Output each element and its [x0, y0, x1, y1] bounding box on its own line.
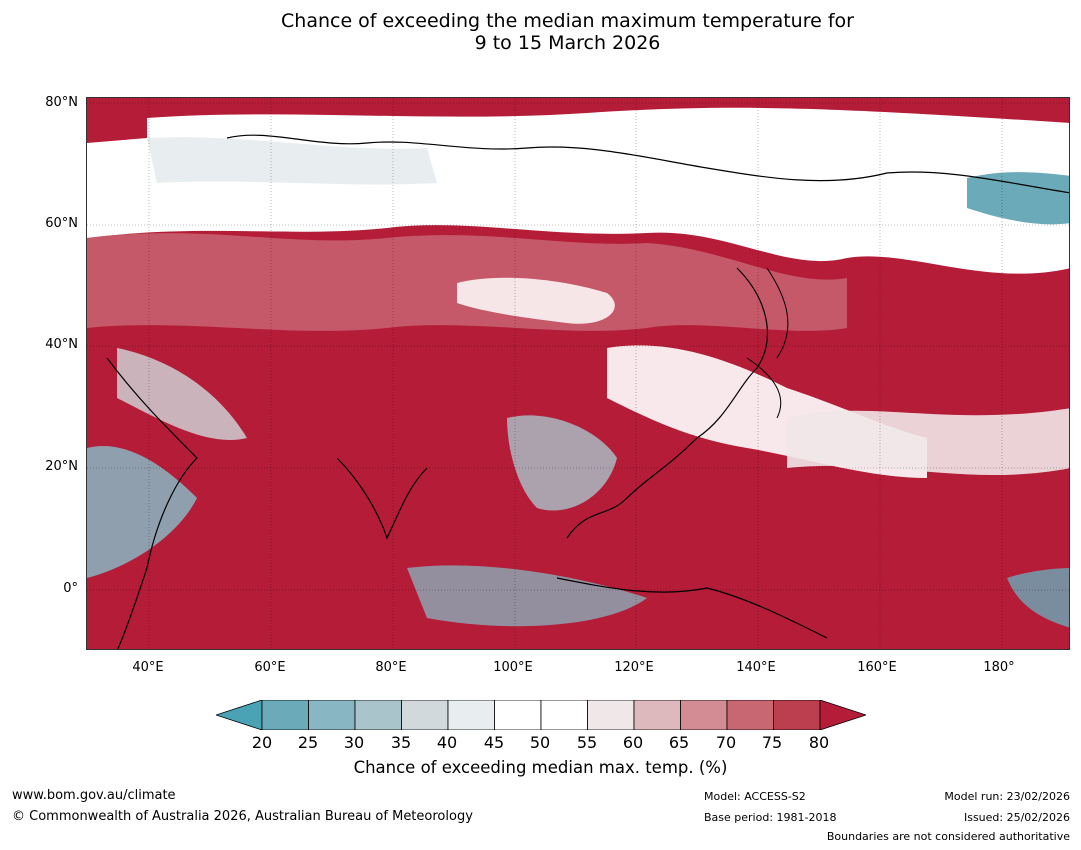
- colorbar-segment: [773, 700, 821, 730]
- scandinavia-warm-zone: [87, 98, 147, 143]
- colorbar-segment: [494, 700, 542, 730]
- colorbar-tick-45: 45: [483, 733, 505, 752]
- east-africa-cool-zone: [87, 446, 197, 578]
- pacific-streak: [787, 408, 1069, 476]
- colorbar-segment: [261, 700, 309, 730]
- chart-title: Chance of exceeding the median maximum t…: [0, 10, 1081, 54]
- mongolia-near-normal: [457, 277, 615, 324]
- colorbar-segment: [680, 700, 728, 730]
- footer-copyright: © Commonwealth of Australia 2026, Austra…: [12, 809, 473, 824]
- graticule: [87, 98, 1069, 649]
- colorbar-arrow-high: [819, 700, 866, 730]
- africa-arabia-coastline: [106, 357, 198, 649]
- colorbar-tick-75: 75: [761, 733, 783, 752]
- lat-label-40n: 40°N: [45, 337, 78, 352]
- colorbar-segment: [354, 700, 402, 730]
- colorbar-tick-60: 60: [622, 733, 644, 752]
- colorbar-segment: [540, 700, 588, 730]
- lon-label-140e: 140°E: [736, 660, 776, 675]
- colorbar-tick-40: 40: [436, 733, 458, 752]
- colorbar-tick-20: 20: [251, 733, 273, 752]
- footer-issued: Issued: 25/02/2026: [963, 811, 1070, 824]
- forecast-map: [86, 97, 1070, 650]
- footer-model: Model: ACCESS-S2: [704, 790, 806, 803]
- colorbar-segment: [633, 700, 681, 730]
- arabia-grey-zone: [117, 348, 247, 440]
- lat-label-0: 0°: [63, 581, 78, 596]
- colorbar-segment: [447, 700, 495, 730]
- east-asia-coastline: [566, 267, 768, 539]
- colorbar-tick-35: 35: [390, 733, 412, 752]
- colorbar-tick-55: 55: [576, 733, 598, 752]
- lon-label-120e: 120°E: [614, 660, 654, 675]
- arctic-warm-zone: [217, 98, 1069, 113]
- colorbar-segment: [401, 700, 449, 730]
- india-coastline: [336, 457, 428, 540]
- colorbar-tick-50: 50: [529, 733, 551, 752]
- map-field: [87, 98, 1069, 649]
- footer-model-run: Model run: 23/02/2026: [944, 790, 1070, 803]
- title-line-1: Chance of exceeding the median maximum t…: [281, 10, 854, 32]
- colorbar-segment: [726, 700, 774, 730]
- lat-label-60n: 60°N: [45, 216, 78, 231]
- colorbar-segment: [587, 700, 635, 730]
- colorbar-arrow-low: [216, 700, 263, 730]
- colorbar-title: Chance of exceeding median max. temp. (%…: [353, 758, 728, 777]
- colorbar-segment: [308, 700, 356, 730]
- lon-label-60e: 60°E: [254, 660, 286, 675]
- lon-label-180: 180°: [983, 660, 1015, 675]
- colorbar-tick-25: 25: [297, 733, 319, 752]
- lat-label-80n: 80°N: [45, 95, 78, 110]
- indonesia-coastline: [556, 577, 828, 639]
- footer-website[interactable]: www.bom.gov.au/climate: [12, 788, 176, 803]
- colorbar-tick-30: 30: [343, 733, 365, 752]
- lon-label-40e: 40°E: [132, 660, 164, 675]
- lon-label-80e: 80°E: [375, 660, 407, 675]
- footer-base-period: Base period: 1981-2018: [704, 811, 837, 824]
- colorbar-tick-80: 80: [808, 733, 830, 752]
- arctic-coastline: [226, 134, 1069, 194]
- south-indian-ocean-cool-band: [407, 565, 647, 627]
- bering-cool-zone: [967, 172, 1069, 225]
- indochina-cool-zone: [507, 415, 617, 511]
- colorbar-tick-70: 70: [715, 733, 737, 752]
- japan-coastline: [746, 357, 782, 419]
- colorbar-segments: [216, 700, 866, 730]
- lon-label-160e: 160°E: [857, 660, 897, 675]
- title-line-2: 9 to 15 March 2026: [474, 32, 661, 54]
- colorbar: [216, 700, 866, 730]
- lat-label-20n: 20°N: [45, 459, 78, 474]
- footer-disclaimer: Boundaries are not considered authoritat…: [826, 830, 1070, 843]
- south-pacific-cool-patch: [1007, 568, 1069, 628]
- lon-label-100e: 100°E: [493, 660, 533, 675]
- sakhalin-coastline: [766, 267, 789, 359]
- colorbar-tick-65: 65: [668, 733, 690, 752]
- arctic-grey-zone: [147, 137, 437, 185]
